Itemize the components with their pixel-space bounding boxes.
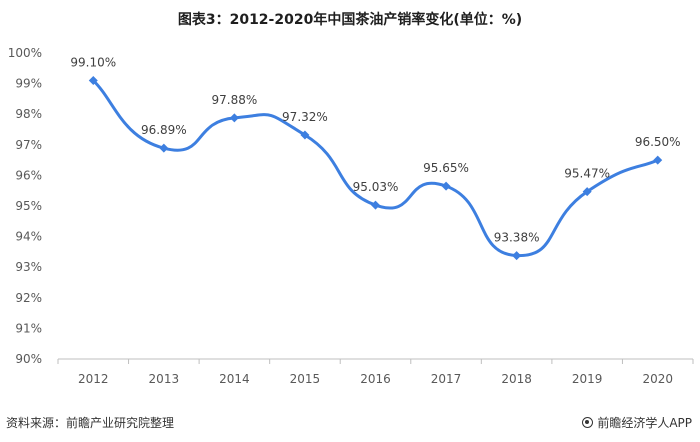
x-tick-label: 2015: [290, 372, 321, 386]
line-chart: 90%91%92%93%94%95%96%97%98%99%100% 2012 2…: [8, 46, 694, 386]
y-tick-label: 100%: [8, 46, 42, 60]
x-tick-label: 2020: [642, 372, 673, 386]
data-point-marker: [582, 187, 592, 197]
y-tick-label: 90%: [15, 352, 42, 366]
data-point-marker: [371, 200, 380, 210]
y-tick-label: 97%: [15, 138, 42, 152]
x-tick-label: 2014: [219, 372, 250, 386]
y-tick-label: 95%: [15, 199, 42, 213]
y-tick-label: 96%: [15, 168, 42, 182]
data-labels: 99.10% 96.89% 97.88% 97.32% 95.03% 95.65% 93.3…: [70, 56, 680, 245]
source-note: 资料来源：前瞻产业研究院整理: [6, 416, 175, 430]
data-label: 96.50%: [635, 135, 681, 149]
data-label: 95.03%: [353, 180, 399, 194]
data-label: 96.89%: [141, 123, 187, 137]
x-tick-label: 2019: [572, 372, 603, 386]
y-tick-label: 94%: [15, 230, 42, 244]
x-tick-label: 2017: [431, 372, 462, 386]
brand-credit: 前瞻经济学人APP: [582, 414, 692, 431]
x-tick-label: 2013: [149, 372, 180, 386]
y-tick-label: 91%: [15, 321, 42, 335]
chart-title: 图表3：2012-2020年中国茶油产销率变化(单位：%): [177, 12, 523, 28]
data-label: 97.32%: [282, 110, 328, 124]
data-point-marker: [159, 143, 169, 153]
x-tick-label: 2012: [78, 372, 109, 386]
data-label: 95.47%: [564, 167, 610, 181]
series-markers: [88, 76, 663, 261]
data-label: 97.88%: [212, 93, 258, 107]
data-point-marker: [300, 130, 310, 140]
y-axis-ticks: 90% 91% 92% 93% 94% 95% 96% 97% 98% 99% 100%: [8, 46, 42, 366]
data-point-marker: [441, 181, 451, 191]
data-point-marker: [229, 113, 239, 123]
y-tick-label: 93%: [15, 260, 42, 274]
y-tick-label: 98%: [15, 107, 42, 121]
data-label: 95.65%: [423, 161, 469, 175]
y-tick-label: 99%: [15, 77, 42, 91]
footer: 资料来源：前瞻产业研究院整理 前瞻经济学人APP: [0, 414, 700, 438]
x-tick-label: 2018: [501, 372, 532, 386]
data-point-marker: [512, 251, 522, 261]
data-point-marker: [653, 155, 663, 165]
y-tick-label: 92%: [15, 291, 42, 305]
data-point-marker: [88, 76, 98, 86]
x-tick-label: 2016: [360, 372, 391, 386]
data-label: 93.38%: [494, 231, 540, 245]
data-label: 99.10%: [70, 56, 116, 70]
brand-logo-icon: [582, 417, 594, 428]
brand-name: 前瞻经济学人APP: [597, 416, 692, 430]
x-axis-ticks: 2012 2013 2014 2015 2016 2017 2018 2019 2020: [57, 359, 694, 386]
